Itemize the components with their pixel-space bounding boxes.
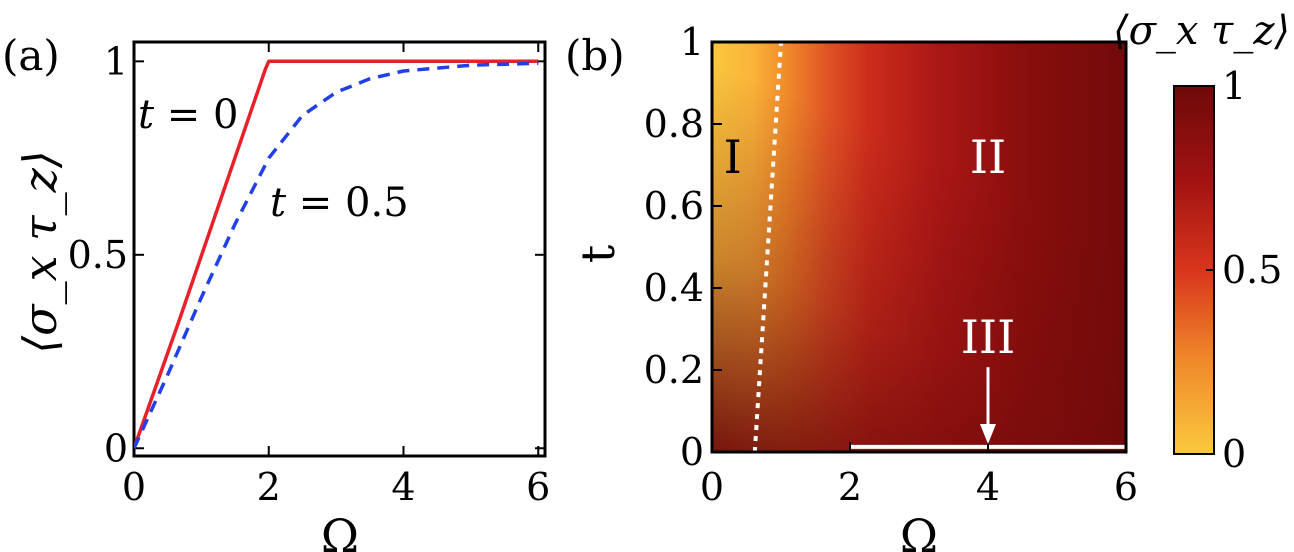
series-line-t0 bbox=[134, 59, 539, 449]
colorbar-tick-label: 0 bbox=[1222, 432, 1246, 476]
colorbar: ⟨σ_x τ_z⟩ 00.51 bbox=[1113, 8, 1290, 476]
panel-a-ytick-label: 0 bbox=[104, 426, 128, 470]
panel-b-frame bbox=[710, 40, 1128, 454]
annotation-t0: t = 0 bbox=[138, 92, 238, 138]
colorbar-ticks: 00.51 bbox=[1206, 64, 1282, 476]
panel-b-ytick-label: 1 bbox=[680, 20, 704, 64]
panel-b-ytick-label: 0.2 bbox=[644, 348, 704, 392]
phase-boundary-line bbox=[752, 42, 783, 452]
panel-a-xtick-label: 4 bbox=[391, 465, 415, 509]
annotation-t05: t = 0.5 bbox=[270, 180, 409, 226]
panel-b-xlabel: Ω bbox=[900, 509, 938, 552]
colorbar-label: ⟨σ_x τ_z⟩ bbox=[1113, 8, 1290, 54]
panel-b-ticks: 0 2 4 6 0 0.2 0.4 0.6 0.8 1 bbox=[644, 20, 1139, 509]
panel-a-xtick-label: 6 bbox=[526, 465, 550, 509]
panel-b-ytick-label: 0.8 bbox=[644, 102, 704, 146]
region-label-III: III bbox=[961, 310, 1016, 364]
series-line-t05 bbox=[134, 61, 539, 450]
panel-a-plot-area bbox=[134, 59, 539, 450]
panel-b-ytick-label: 0.4 bbox=[644, 266, 704, 310]
panel-a-label: (a) bbox=[2, 31, 60, 80]
panel-b-xtick-label: 2 bbox=[838, 465, 862, 509]
region-label-I: I bbox=[724, 130, 742, 184]
panel-a-ytick-label: 1 bbox=[104, 39, 128, 83]
panel-a-xlabel: Ω bbox=[321, 509, 359, 552]
panel-b-xtick-label: 0 bbox=[700, 465, 724, 509]
panel-b-xtick-label: 6 bbox=[1114, 465, 1138, 509]
panel-b-xtick-label: 4 bbox=[976, 465, 1000, 509]
panel-a-xtick-label: 0 bbox=[122, 465, 146, 509]
region-label-II: II bbox=[970, 130, 1006, 184]
panel-a: (a) 0 2 4 6 0 0.5 1 t = 0 t = 0.5 Ω ⟨σ_x τ_z⟩ bbox=[2, 31, 550, 552]
heatmap-shade bbox=[712, 42, 1126, 452]
panel-b-ytick-label: 0.6 bbox=[644, 184, 704, 228]
colorbar-tick-label: 1 bbox=[1222, 64, 1246, 108]
arrow-head bbox=[980, 424, 996, 444]
panel-b-ytick-label: 0 bbox=[680, 430, 704, 474]
heatmap bbox=[712, 42, 1126, 452]
panel-a-ytick-label: 0.5 bbox=[68, 233, 128, 277]
panel-a-frame bbox=[132, 40, 547, 458]
panel-b-label: (b) bbox=[565, 31, 625, 80]
panel-a-ticks: 0 2 4 6 0 0.5 1 bbox=[68, 39, 551, 509]
panel-b-ylabel: t bbox=[571, 244, 625, 263]
panel-a-xtick-label: 2 bbox=[257, 465, 281, 509]
panel-a-ylabel: ⟨σ_x τ_z⟩ bbox=[13, 150, 67, 354]
colorbar-tick-label: 0.5 bbox=[1222, 248, 1282, 292]
